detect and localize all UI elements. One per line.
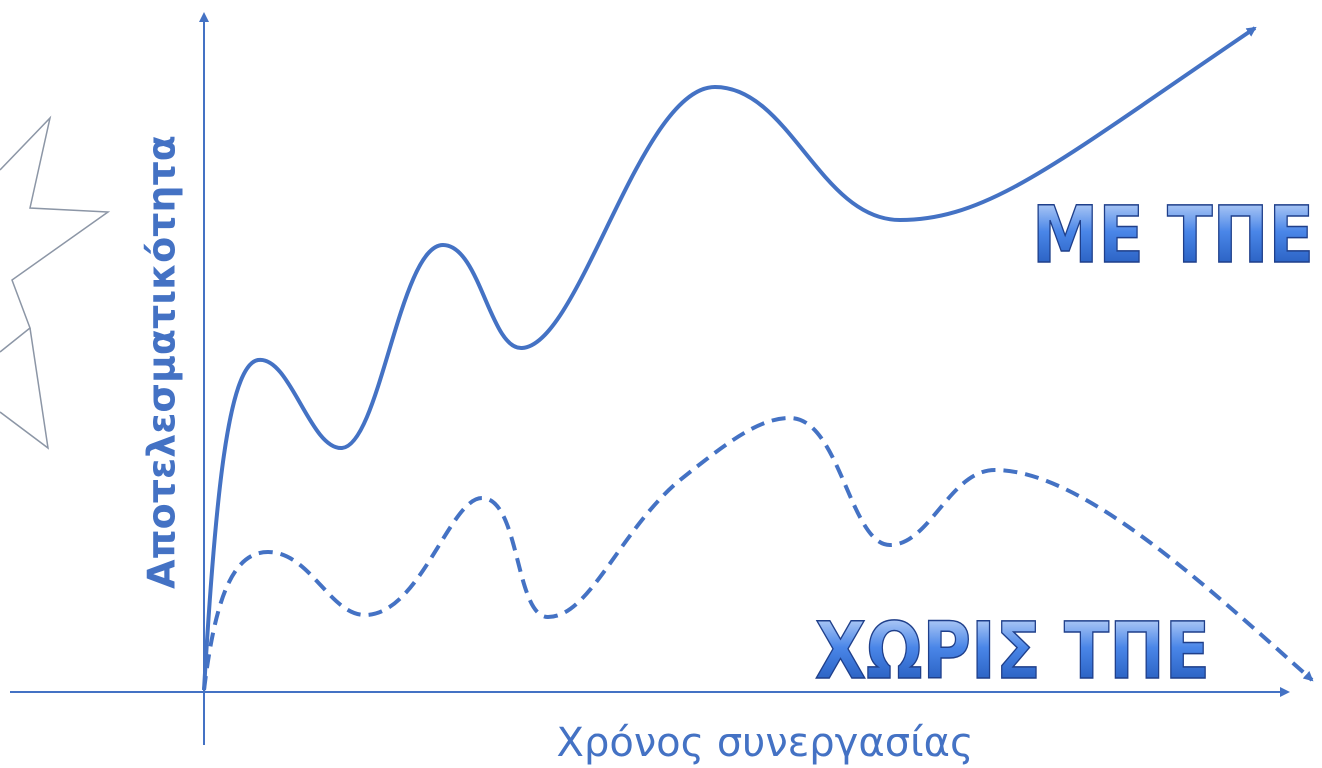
curve-with bbox=[202, 26, 1257, 691]
star-outline bbox=[0, 327, 50, 450]
curve-without bbox=[202, 415, 1314, 691]
x-axis-label: Χρόνος συνεργασίας bbox=[557, 720, 974, 766]
curve-with-label: ΜΕ ΤΠΕ bbox=[1032, 191, 1314, 281]
y-axis-label: Αποτελεσματικότητα bbox=[140, 135, 184, 589]
star-outline bbox=[0, 115, 111, 353]
curve-without-label: ΧΩΡΙΣ ΤΠΕ bbox=[815, 607, 1210, 697]
